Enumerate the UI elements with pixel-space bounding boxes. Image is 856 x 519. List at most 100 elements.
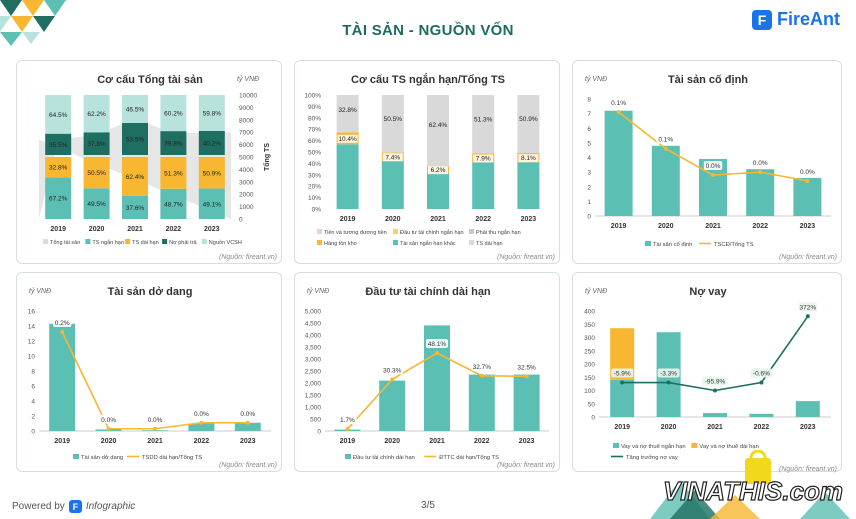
line-point: [345, 427, 350, 432]
data-label: 35.5%: [49, 142, 68, 149]
bar-segment: [160, 95, 187, 132]
data-label-bg: [381, 365, 404, 375]
data-label-bg: [382, 153, 403, 162]
legend-swatch: [162, 239, 168, 244]
bar-segment: [160, 157, 187, 189]
bar: [379, 380, 406, 431]
x-tick-label: 2020: [661, 424, 677, 431]
y-tick-label: 70%: [308, 127, 321, 134]
x-tick-label: 2020: [658, 223, 674, 230]
legend-label: TSDD dài hạn/Tổng TS: [142, 454, 202, 461]
data-label-bg: [470, 361, 493, 371]
data-label: 50.5%: [384, 116, 403, 123]
data-label-bg: [515, 362, 538, 372]
data-label: 7.4%: [385, 154, 400, 161]
y-tick-label: 6: [31, 384, 35, 391]
bar-segment: [122, 157, 148, 196]
panel-borrowings: Nợ vay tỷ VNĐ (Nguồn: fireant.vn) 0 50 100 150…: [572, 272, 842, 473]
x-tick-label: 2019: [611, 223, 627, 230]
legend-swatch: [469, 240, 474, 245]
data-label: 0.0%: [706, 163, 721, 170]
y-tick-label: 4: [587, 155, 591, 162]
line-point: [60, 330, 65, 334]
data-label-bg: [703, 161, 723, 171]
y-tick-label: 3: [587, 170, 591, 177]
y-tick-label: 8: [31, 369, 35, 376]
bar-segment: [83, 132, 110, 155]
bar: [795, 401, 820, 417]
y-tick-label: 10: [28, 354, 36, 361]
y-tick-label: 0: [587, 214, 591, 221]
data-label-bg: [702, 376, 728, 386]
panel-long-term-investments: Đầu tư tài chính dài hạn tỷ VNĐ (Nguồn: fi…: [294, 272, 560, 472]
data-label: 7.9%: [476, 155, 491, 162]
bar: [610, 379, 635, 417]
x-tick-label: 2023: [800, 223, 816, 230]
bar-segment: [472, 162, 495, 209]
y-tick-label: 400: [584, 309, 595, 316]
data-label-bg: [656, 134, 675, 144]
panel-fixed-assets: Tài sản cố định tỷ VNĐ (Nguồn: fireant.vn)…: [572, 60, 842, 264]
legend-swatch: [345, 454, 351, 459]
y2-tick-label: 8000: [239, 117, 254, 124]
panel-construction-in-progress: Tài sản dở dang tỷ VNĐ (Nguồn: fireant.vn)…: [16, 272, 282, 472]
y2-tick-label: 2000: [239, 192, 254, 199]
unit-label: tỷ VNĐ: [29, 288, 51, 295]
watermark: VINATHIS.com: [650, 450, 850, 519]
x-tick-label: 2019: [54, 438, 70, 445]
chart-title: Nợ vay: [689, 286, 727, 298]
data-label: 372%: [799, 304, 816, 311]
data-label: 48.7%: [164, 201, 183, 208]
data-label: 60.2%: [164, 111, 183, 118]
brand-logo[interactable]: F FireAnt: [752, 9, 840, 30]
data-label: 64.5%: [49, 112, 68, 119]
y-tick-label: 150: [584, 375, 595, 382]
bar-segment: [427, 95, 449, 167]
data-label: 32.7%: [473, 364, 492, 371]
data-label: 48.1%: [428, 341, 447, 348]
data-label-bg: [53, 318, 72, 327]
data-label: -95.9%: [705, 379, 726, 386]
data-label-bg: [99, 414, 118, 424]
legend-swatch: [393, 240, 398, 245]
data-label-bg: [750, 368, 773, 378]
y-tick-label: 0%: [312, 207, 322, 214]
x-tick-label: 2021: [707, 424, 723, 431]
y-tick-label: 0: [317, 429, 321, 436]
bar-segment: [517, 162, 540, 209]
legend-label: Tiền và tương đương tiền: [324, 230, 387, 236]
y-tick-label: 0: [31, 429, 35, 436]
bar-segment: [472, 95, 495, 154]
y-tick-label: 0: [591, 415, 595, 422]
data-label: 51.3%: [474, 116, 493, 123]
legend-label: Tài sản cố định: [653, 242, 692, 248]
unit-label: tỷ VNĐ: [585, 76, 607, 83]
bar-segment: [45, 133, 72, 155]
line-point: [390, 377, 395, 382]
infographic-logo-icon: F: [68, 500, 82, 513]
y-tick-label: 30%: [308, 172, 321, 179]
bar: [468, 374, 495, 431]
x-tick-label: 2023: [519, 438, 535, 445]
y-tick-label: 2,000: [305, 381, 322, 388]
x-tick-label: 2023: [800, 424, 816, 431]
y-tick-label: 350: [584, 322, 595, 329]
line-point: [616, 110, 621, 115]
y2-tick-label: 7000: [239, 130, 254, 137]
data-label: 0.0%: [240, 411, 255, 418]
y-tick-label: 1,500: [305, 393, 322, 400]
x-tick-label: 2023: [204, 226, 220, 233]
source-note: (Nguồn: fireant.vn): [219, 460, 277, 469]
data-label: 30.3%: [383, 367, 402, 374]
panel-short-term-assets: Cơ cấu TS ngắn hạn/Tổng TS (Nguồn: firean…: [294, 60, 560, 264]
bar-segment: [160, 188, 187, 219]
line-point: [479, 373, 484, 378]
line-point: [805, 178, 810, 183]
data-label: 39.8%: [164, 141, 183, 148]
chart-long-term-investments: Đầu tư tài chính dài hạn tỷ VNĐ (Nguồn: fi…: [305, 286, 555, 469]
x-tick-label: 2021: [705, 223, 721, 230]
chart-asset-structure: Cơ cấu Tổng tài sản (Nguồn: fireant.vn) tỷ…: [39, 74, 277, 261]
x-tick-label: 2020: [385, 216, 401, 223]
y-tick-label: 250: [584, 348, 595, 355]
y-tick-label: 5,000: [305, 309, 322, 316]
